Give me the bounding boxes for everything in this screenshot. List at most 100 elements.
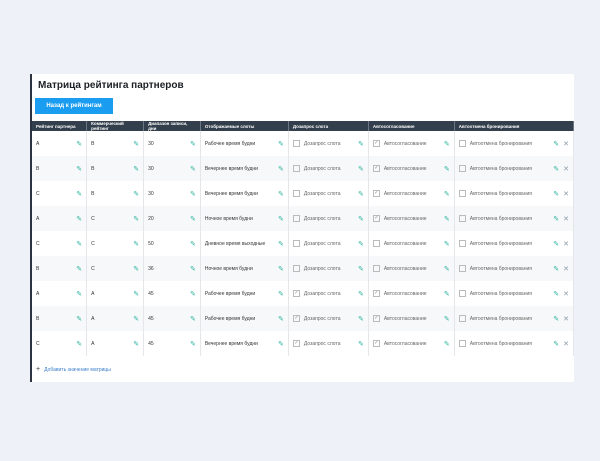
pencil-icon[interactable]: ✎ [553, 290, 560, 298]
pencil-icon[interactable]: ✎ [443, 290, 450, 298]
pencil-icon[interactable]: ✎ [133, 190, 140, 198]
auto_agree-checkbox[interactable]: ✓ [372, 190, 380, 197]
close-icon[interactable]: ✕ [563, 190, 569, 198]
pencil-icon[interactable]: ✎ [443, 265, 450, 273]
pencil-icon[interactable]: ✎ [189, 290, 196, 298]
pencil-icon[interactable]: ✎ [189, 190, 196, 198]
close-icon[interactable]: ✕ [563, 340, 569, 348]
auto_cancel-checkbox[interactable] [458, 215, 466, 222]
pencil-icon[interactable]: ✎ [76, 340, 83, 348]
pencil-icon[interactable]: ✎ [278, 290, 284, 298]
pencil-icon[interactable]: ✎ [133, 140, 140, 148]
auto_agree-checkbox[interactable]: ✓ [372, 315, 380, 322]
pencil-icon[interactable]: ✎ [357, 165, 364, 173]
dozapros-checkbox[interactable]: ✓ [292, 315, 300, 322]
auto_cancel-checkbox[interactable] [458, 315, 466, 322]
pencil-icon[interactable]: ✎ [133, 240, 140, 248]
auto_agree-checkbox[interactable]: ✓ [372, 290, 380, 297]
pencil-icon[interactable]: ✎ [133, 265, 140, 273]
auto_cancel-checkbox[interactable] [458, 240, 466, 247]
pencil-icon[interactable]: ✎ [357, 315, 364, 323]
close-icon[interactable]: ✕ [563, 315, 569, 323]
close-icon[interactable]: ✕ [563, 240, 569, 248]
pencil-icon[interactable]: ✎ [357, 140, 364, 148]
auto_cancel-checkbox[interactable] [458, 165, 466, 172]
pencil-icon[interactable]: ✎ [133, 215, 140, 223]
close-icon[interactable]: ✕ [563, 265, 569, 273]
close-icon[interactable]: ✕ [563, 215, 569, 223]
auto_cancel-checkbox[interactable] [458, 140, 466, 147]
pencil-icon[interactable]: ✎ [553, 140, 560, 148]
close-icon[interactable]: ✕ [563, 290, 569, 298]
pencil-icon[interactable]: ✎ [76, 315, 83, 323]
pencil-icon[interactable]: ✎ [357, 190, 364, 198]
pencil-icon[interactable]: ✎ [189, 315, 196, 323]
dozapros-checkbox[interactable] [292, 215, 300, 222]
auto_cancel-checkbox[interactable] [458, 290, 466, 297]
pencil-icon[interactable]: ✎ [278, 190, 284, 198]
dozapros-checkbox[interactable]: ✓ [292, 340, 300, 347]
pencil-icon[interactable]: ✎ [443, 215, 450, 223]
pencil-icon[interactable]: ✎ [357, 290, 364, 298]
pencil-icon[interactable]: ✎ [553, 215, 560, 223]
pencil-icon[interactable]: ✎ [133, 290, 140, 298]
pencil-icon[interactable]: ✎ [278, 265, 284, 273]
pencil-icon[interactable]: ✎ [189, 165, 196, 173]
pencil-icon[interactable]: ✎ [76, 140, 83, 148]
pencil-icon[interactable]: ✎ [76, 240, 83, 248]
pencil-icon[interactable]: ✎ [443, 340, 450, 348]
pencil-icon[interactable]: ✎ [553, 315, 560, 323]
pencil-icon[interactable]: ✎ [133, 340, 140, 348]
pencil-icon[interactable]: ✎ [357, 265, 364, 273]
auto_agree-checkbox[interactable] [372, 265, 380, 272]
pencil-icon[interactable]: ✎ [278, 340, 284, 348]
pencil-icon[interactable]: ✎ [76, 165, 83, 173]
pencil-icon[interactable]: ✎ [443, 165, 450, 173]
pencil-icon[interactable]: ✎ [443, 240, 450, 248]
close-icon[interactable]: ✕ [563, 140, 569, 148]
pencil-icon[interactable]: ✎ [189, 265, 196, 273]
pencil-icon[interactable]: ✎ [76, 290, 83, 298]
auto_agree-checkbox[interactable]: ✓ [372, 215, 380, 222]
pencil-icon[interactable]: ✎ [76, 190, 83, 198]
pencil-icon[interactable]: ✎ [133, 315, 140, 323]
pencil-icon[interactable]: ✎ [76, 265, 83, 273]
pencil-icon[interactable]: ✎ [553, 165, 560, 173]
dozapros-checkbox[interactable] [292, 165, 300, 172]
pencil-icon[interactable]: ✎ [553, 190, 560, 198]
dozapros-checkbox[interactable] [292, 265, 300, 272]
auto_cancel-checkbox[interactable] [458, 340, 466, 347]
pencil-icon[interactable]: ✎ [189, 140, 196, 148]
pencil-icon[interactable]: ✎ [443, 190, 450, 198]
auto_agree-checkbox[interactable]: ✓ [372, 340, 380, 347]
dozapros-checkbox[interactable] [292, 240, 300, 247]
auto_agree-checkbox[interactable] [372, 240, 380, 247]
dozapros-checkbox[interactable]: ✓ [292, 290, 300, 297]
pencil-icon[interactable]: ✎ [357, 215, 364, 223]
pencil-icon[interactable]: ✎ [357, 340, 364, 348]
pencil-icon[interactable]: ✎ [189, 340, 196, 348]
pencil-icon[interactable]: ✎ [443, 140, 450, 148]
back-to-ratings-button[interactable]: Назад к рейтингам [35, 98, 113, 114]
pencil-icon[interactable]: ✎ [443, 315, 450, 323]
pencil-icon[interactable]: ✎ [76, 215, 83, 223]
pencil-icon[interactable]: ✎ [189, 215, 196, 223]
dozapros-checkbox[interactable] [292, 190, 300, 197]
auto_agree-checkbox[interactable]: ✓ [372, 165, 380, 172]
close-icon[interactable]: ✕ [563, 165, 569, 173]
auto_agree-checkbox[interactable]: ✓ [372, 140, 380, 147]
auto_cancel-checkbox[interactable] [458, 265, 466, 272]
pencil-icon[interactable]: ✎ [278, 240, 284, 248]
pencil-icon[interactable]: ✎ [278, 215, 284, 223]
pencil-icon[interactable]: ✎ [553, 340, 560, 348]
pencil-icon[interactable]: ✎ [189, 240, 196, 248]
dozapros-checkbox[interactable] [292, 140, 300, 147]
pencil-icon[interactable]: ✎ [133, 165, 140, 173]
pencil-icon[interactable]: ✎ [553, 265, 560, 273]
add-matrix-value-link[interactable]: + Добавить значение матрицы [36, 366, 111, 373]
pencil-icon[interactable]: ✎ [553, 240, 560, 248]
auto_cancel-checkbox[interactable] [458, 190, 466, 197]
pencil-icon[interactable]: ✎ [278, 315, 284, 323]
pencil-icon[interactable]: ✎ [278, 165, 284, 173]
pencil-icon[interactable]: ✎ [278, 140, 284, 148]
